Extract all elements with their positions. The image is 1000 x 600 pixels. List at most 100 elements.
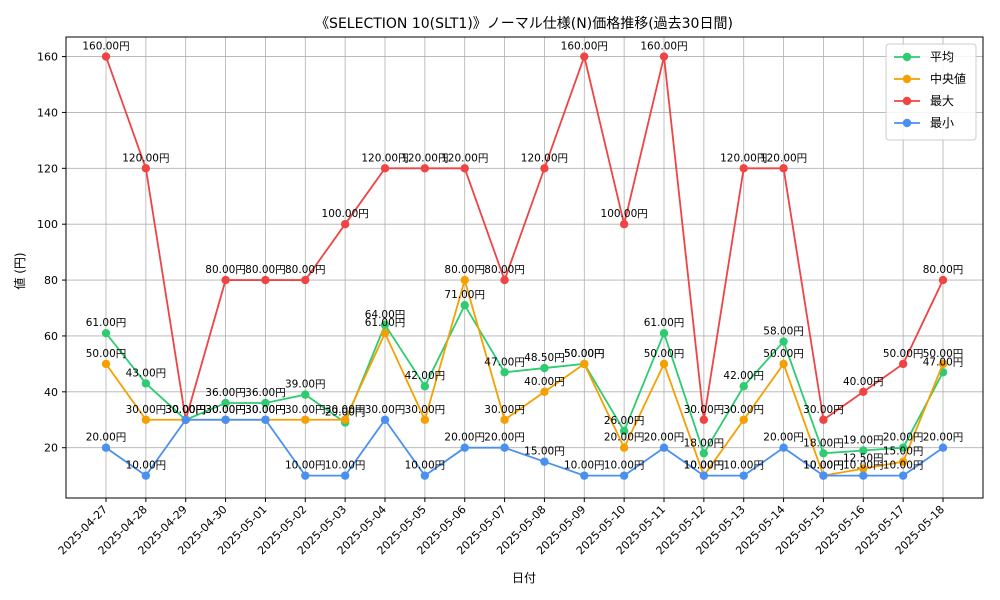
data-label: 26.00円: [604, 415, 645, 427]
data-point: [619, 426, 629, 436]
data-point: [580, 471, 589, 480]
axes-layer: 204060801001201401602025-04-272025-04-28…: [37, 36, 984, 557]
data-label: 30.00円: [365, 404, 406, 416]
data-label: 120.00円: [760, 152, 807, 164]
data-point: [420, 471, 430, 480]
data-point: [659, 328, 669, 338]
data-point: [420, 164, 430, 173]
legend-swatch-marker: [902, 118, 912, 128]
data-point: [819, 449, 828, 458]
data-point: [580, 359, 589, 369]
data-point: [420, 415, 430, 424]
data-label: 120.00円: [521, 152, 568, 164]
data-label: 50.00円: [564, 348, 605, 360]
data-point: [420, 382, 430, 391]
data-label: 10.00円: [564, 460, 605, 472]
data-label: 58.00円: [763, 326, 804, 338]
data-label: 160.00円: [82, 41, 129, 53]
data-label: 30.00円: [245, 404, 286, 416]
data-label: 10.00円: [883, 460, 924, 472]
data-label: 61.00円: [644, 317, 685, 329]
data-point: [141, 471, 151, 480]
data-label: 10.00円: [803, 460, 844, 472]
data-point: [301, 390, 310, 399]
data-label: 36.00円: [245, 387, 286, 399]
data-label: 36.00円: [205, 387, 246, 399]
series-line: [105, 53, 944, 422]
data-point: [261, 398, 270, 408]
data-point: [380, 320, 390, 329]
data-point: [340, 415, 350, 424]
data-label: 20.00円: [444, 432, 485, 444]
data-point: [380, 164, 390, 173]
data-point: [819, 471, 828, 480]
data-point: [739, 415, 748, 424]
data-point: [898, 471, 908, 480]
data-label: 18.00円: [803, 437, 844, 449]
data-point: [460, 164, 469, 173]
data-point: [779, 359, 788, 369]
data-label: 12.50円: [843, 453, 884, 465]
y-tick-label: 160: [37, 51, 58, 64]
data-point: [659, 443, 669, 452]
data-point: [340, 471, 350, 480]
data-point: [380, 415, 390, 424]
data-point: [659, 359, 669, 369]
data-point: [540, 457, 549, 466]
data-label: 80.00円: [923, 264, 964, 276]
data-label: 10.00円: [803, 460, 844, 472]
data-label: 30.00円: [165, 404, 206, 416]
y-tick-label: 100: [37, 218, 58, 231]
data-point: [460, 301, 469, 310]
data-point: [301, 415, 310, 424]
data-point: [859, 471, 868, 480]
data-label: 29.00円: [325, 407, 366, 419]
data-label: 50.00円: [644, 348, 685, 360]
y-tick-label: 80: [44, 274, 58, 287]
data-point: [619, 471, 629, 480]
data-point: [221, 275, 230, 285]
data-label: 61.00円: [365, 317, 406, 329]
data-point: [619, 443, 629, 452]
data-point: [699, 415, 709, 424]
data-label: 50.00円: [86, 348, 127, 360]
data-label: 20.00円: [644, 432, 685, 444]
data-point: [898, 457, 908, 466]
x-axis-title: 日付: [512, 571, 536, 585]
data-label: 40.00円: [843, 376, 884, 388]
data-point: [699, 471, 709, 480]
data-label: 43.00円: [126, 367, 167, 379]
data-point: [141, 415, 151, 424]
data-label: 10.00円: [325, 460, 366, 472]
data-point: [261, 415, 270, 424]
data-label: 100.00円: [601, 208, 648, 220]
data-point: [340, 219, 350, 229]
data-label: 10.00円: [126, 460, 167, 472]
data-label: 18.00円: [684, 437, 725, 449]
chart-title: 《SELECTION 10(SLT1)》ノーマル仕様(N)価格推移(過去30日間…: [315, 16, 733, 32]
data-label: 120.00円: [401, 152, 448, 164]
data-point: [101, 359, 111, 369]
legend-swatch-marker: [902, 52, 912, 62]
data-label: 80.00円: [205, 264, 246, 276]
data-point: [460, 275, 469, 285]
data-point: [580, 52, 589, 61]
data-point: [898, 443, 908, 452]
data-point: [659, 52, 669, 61]
data-point: [261, 275, 270, 285]
data-label: 10.00円: [285, 460, 326, 472]
data-point: [898, 359, 908, 369]
data-label: 30.00円: [165, 404, 206, 416]
y-tick-label: 140: [37, 106, 58, 119]
data-label: 120.00円: [441, 152, 488, 164]
data-label: 15.00円: [883, 446, 924, 458]
data-label: 10.00円: [405, 460, 446, 472]
legend-box: [885, 43, 977, 141]
data-label: 30.00円: [165, 404, 206, 416]
data-point: [739, 164, 748, 173]
legend-swatch-marker: [902, 96, 912, 106]
legend-label: 最大: [930, 94, 954, 108]
data-label: 47.00円: [923, 356, 964, 368]
